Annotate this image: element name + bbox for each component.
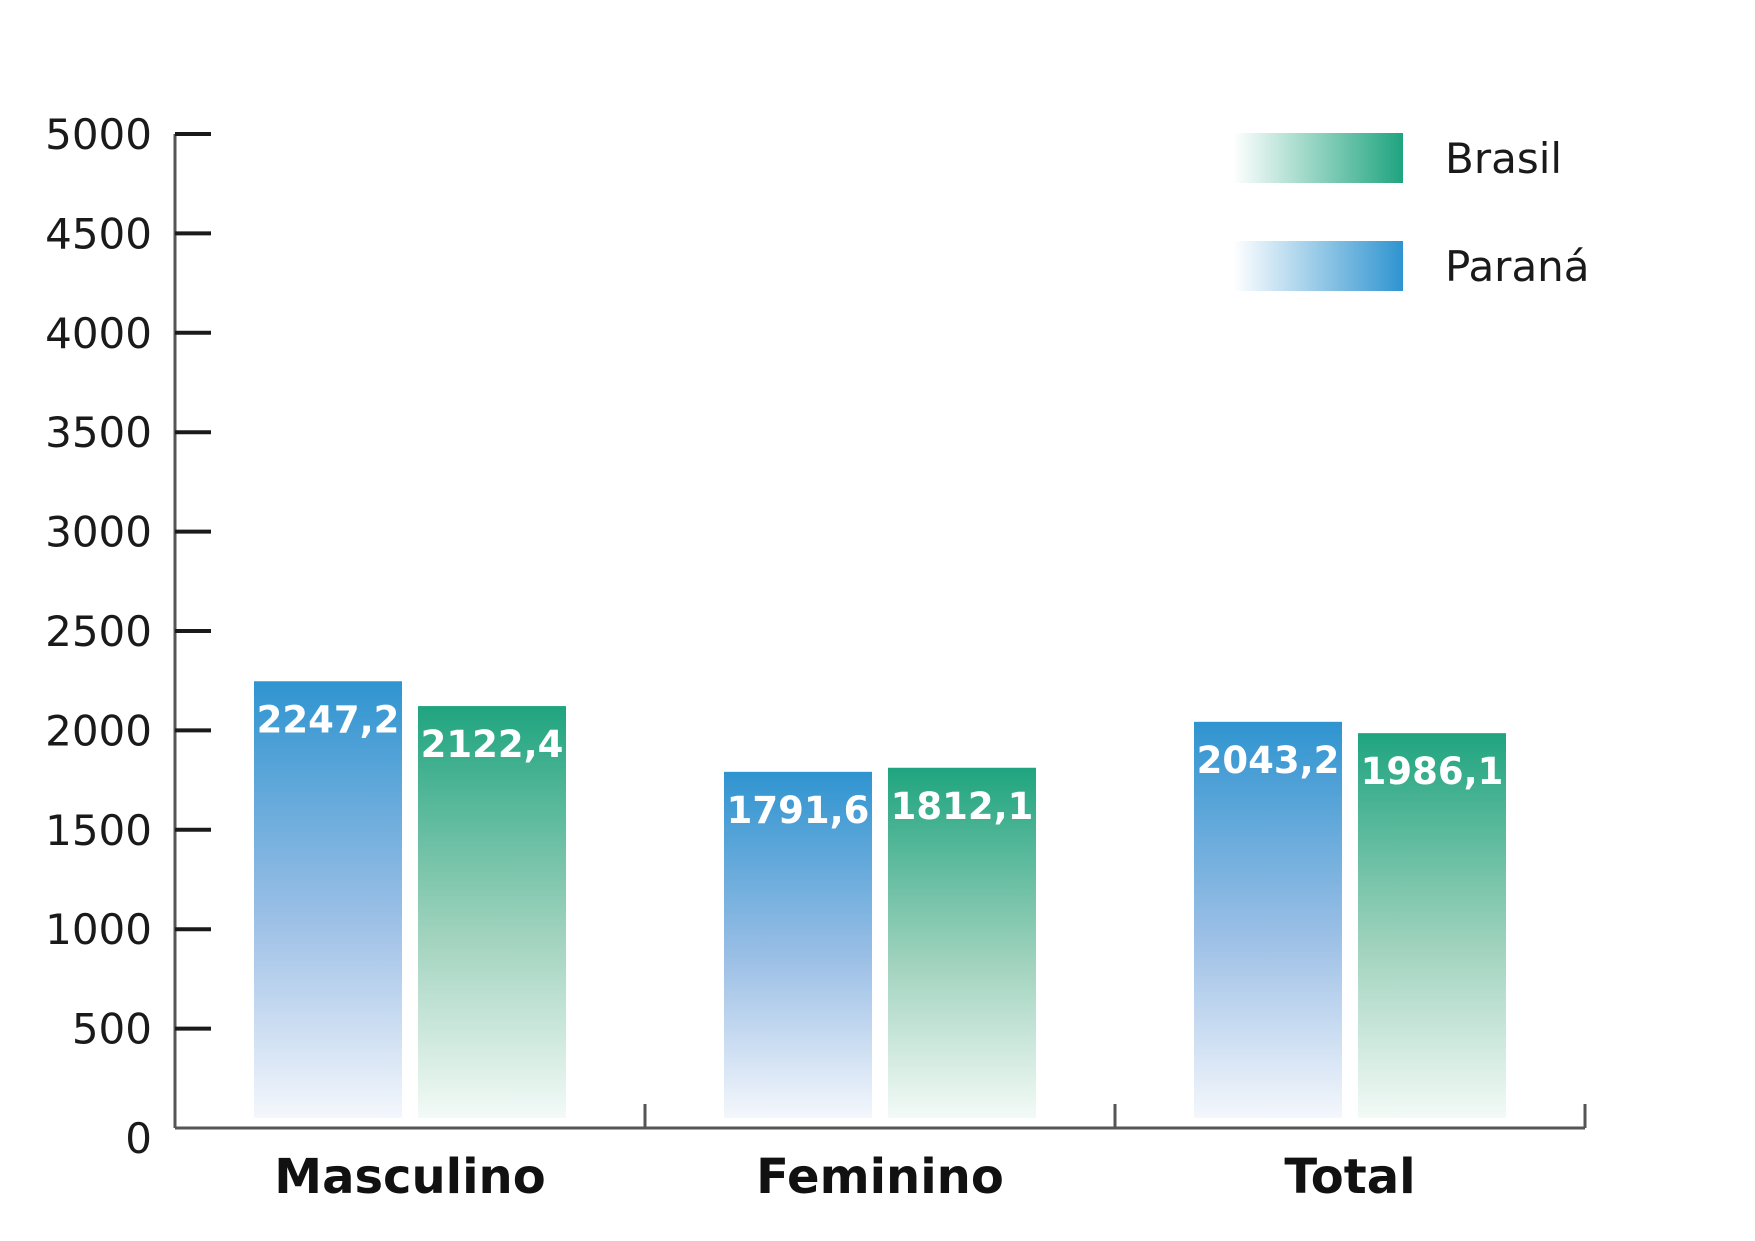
y-tick-label: 5000 [45,110,152,159]
legend-label: Brasil [1445,134,1562,183]
legend-label: Paraná [1445,242,1590,291]
axes: 0 500 1000 1500 2000 2500 3000 3500 4000 4500 5000 [45,110,1587,1163]
legend: Brasil Paraná [1233,133,1590,291]
data-label: 2122,4 [421,723,564,766]
y-tick-label: 1000 [45,905,152,954]
bar-brasil-feminino [888,767,1036,1118]
y-tick-label: 2500 [45,607,152,656]
data-label: 1791,6 [727,789,870,832]
data-label: 1986,1 [1361,750,1504,793]
y-tick-label: 500 [72,1005,152,1054]
y-tick-label: 3000 [45,508,152,557]
y-tick-label: 0 [125,1114,152,1163]
legend-swatch-parana [1233,241,1403,291]
bar-brasil-masculino [418,706,566,1118]
bar-parana-feminino [724,771,872,1118]
y-tick-label: 3500 [45,408,152,457]
labels: 2247,2 2122,4 Masculino 1791,6 1812,1 Feminin… [257,698,1504,1205]
y-tick-label: 4000 [45,309,152,358]
data-label: 1812,1 [891,785,1034,828]
x-category-label: Total [1284,1149,1415,1205]
y-tick-label: 2000 [45,706,152,755]
y-tick-label: 4500 [45,209,152,258]
legend-swatch-brasil [1233,133,1403,183]
bar-parana-masculino [254,681,402,1118]
y-tick-label: 1500 [45,806,152,855]
x-category-label: Masculino [274,1149,545,1205]
bar-brasil-total [1358,733,1506,1118]
bar-parana-total [1194,721,1342,1118]
data-label: 2043,2 [1197,739,1340,782]
data-label: 2247,2 [257,698,400,741]
bars [254,681,1506,1118]
x-category-label: Feminino [756,1149,1004,1205]
